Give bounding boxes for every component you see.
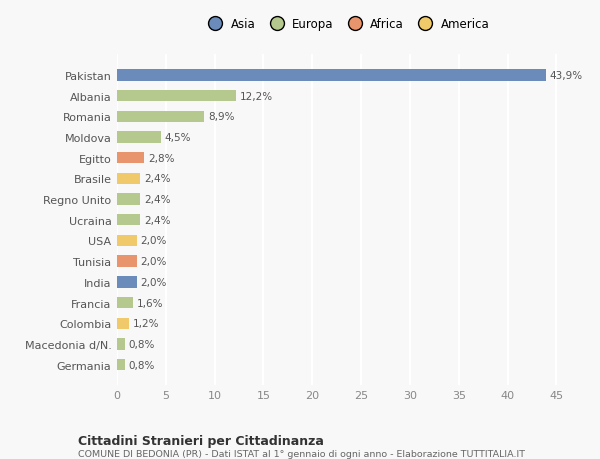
Bar	[117, 112, 204, 123]
Text: 4,5%: 4,5%	[165, 133, 191, 143]
Bar	[117, 215, 140, 226]
Text: 2,4%: 2,4%	[145, 174, 171, 184]
Bar	[117, 359, 125, 370]
Bar	[117, 153, 145, 164]
Text: 2,0%: 2,0%	[140, 277, 167, 287]
Bar	[117, 132, 161, 143]
Bar	[117, 256, 137, 267]
Text: 12,2%: 12,2%	[240, 91, 273, 101]
Text: 1,2%: 1,2%	[133, 319, 159, 329]
Text: 1,6%: 1,6%	[137, 298, 163, 308]
Bar	[117, 91, 236, 102]
Bar	[117, 277, 137, 288]
Text: 2,4%: 2,4%	[145, 195, 171, 205]
Bar	[117, 194, 140, 205]
Text: 0,8%: 0,8%	[129, 360, 155, 370]
Text: 2,0%: 2,0%	[140, 257, 167, 267]
Bar	[117, 174, 140, 185]
Bar	[117, 318, 129, 329]
Text: COMUNE DI BEDONIA (PR) - Dati ISTAT al 1° gennaio di ogni anno - Elaborazione TU: COMUNE DI BEDONIA (PR) - Dati ISTAT al 1…	[78, 449, 525, 458]
Bar	[117, 297, 133, 308]
Bar	[117, 339, 125, 350]
Text: 2,8%: 2,8%	[148, 153, 175, 163]
Text: 2,0%: 2,0%	[140, 236, 167, 246]
Legend: Asia, Europa, Africa, America: Asia, Europa, Africa, America	[203, 18, 490, 31]
Text: 43,9%: 43,9%	[550, 71, 583, 81]
Bar	[117, 70, 546, 81]
Text: Cittadini Stranieri per Cittadinanza: Cittadini Stranieri per Cittadinanza	[78, 434, 324, 447]
Text: 2,4%: 2,4%	[145, 215, 171, 225]
Text: 0,8%: 0,8%	[129, 339, 155, 349]
Bar	[117, 235, 137, 246]
Text: 8,9%: 8,9%	[208, 112, 235, 122]
